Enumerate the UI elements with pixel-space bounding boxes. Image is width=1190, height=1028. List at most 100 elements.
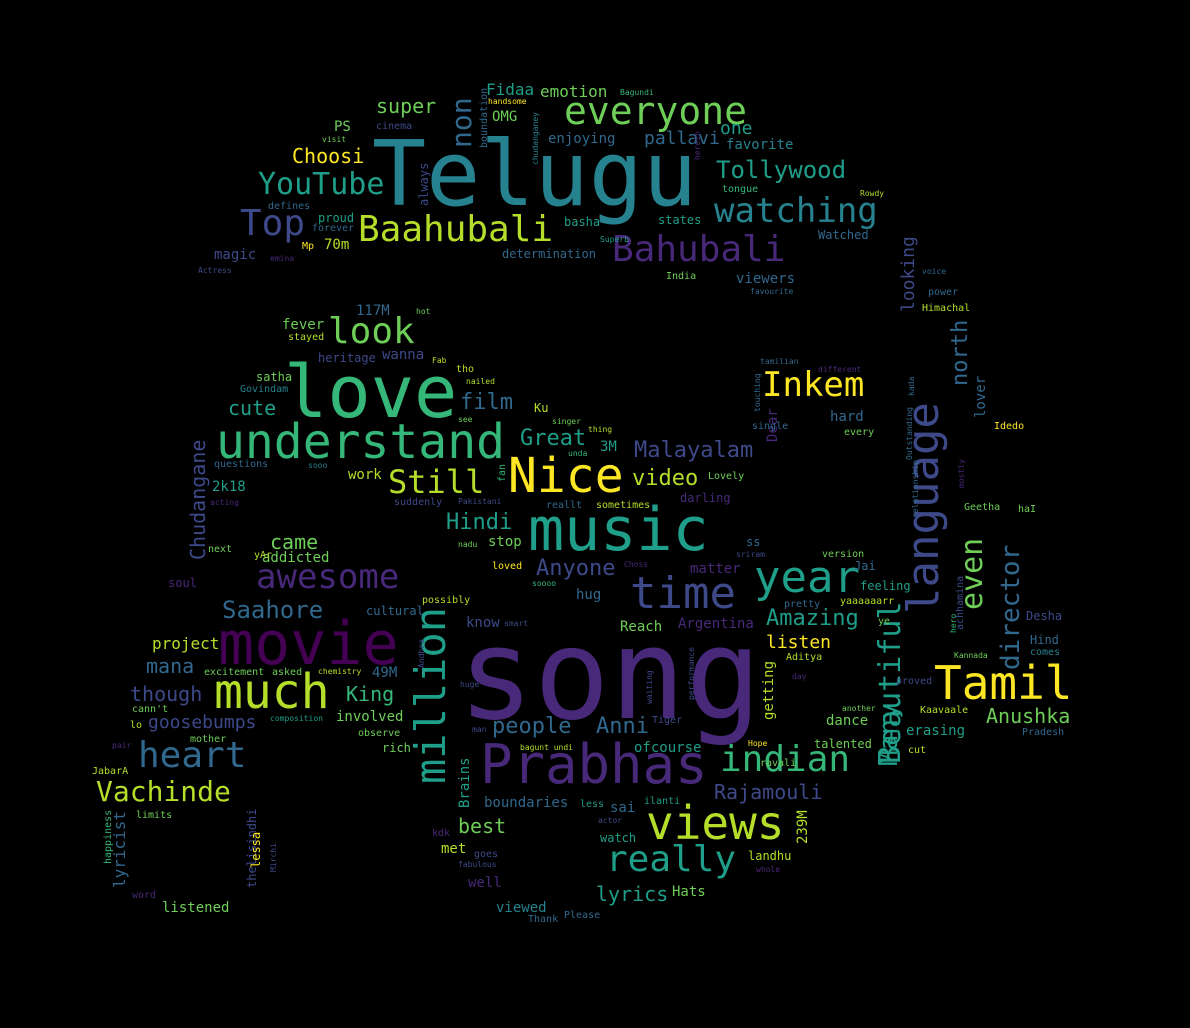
word-bagundi: Bagundi (620, 88, 654, 97)
word-happiness: happiness (103, 809, 114, 864)
word-determination: determination (502, 247, 596, 261)
word-enjoying: enjoying (548, 131, 616, 147)
word-yar: yAr (254, 550, 273, 561)
word-viewers: viewers (736, 271, 796, 287)
word-love: love (284, 350, 458, 434)
word-work: work (348, 467, 382, 483)
word-govindam: Govindam (240, 384, 289, 395)
word-project: project (152, 634, 220, 653)
word-voice: voice (922, 267, 947, 276)
word-wanna: wanna (382, 347, 425, 363)
word-emina: emina (270, 254, 295, 263)
word-ps: PS (334, 119, 351, 135)
word-dance: dance (826, 713, 869, 729)
word-2k18: 2k18 (212, 479, 246, 495)
word-lyricist: lyricist (110, 810, 129, 888)
word-inkem: Inkem (762, 365, 865, 405)
word-much: much (214, 664, 330, 720)
word-performance: performance (687, 647, 696, 700)
word-proud: proud (318, 211, 355, 225)
word-people: people (492, 714, 572, 739)
word-kdk: kdk (432, 828, 451, 839)
word-thank: Thank (528, 914, 559, 925)
word-hug: hug (576, 587, 602, 603)
word-next: next (208, 544, 233, 555)
word-jai: Jai (854, 559, 876, 573)
word-forever: forever (312, 223, 355, 234)
word-fever: fever (282, 317, 325, 333)
word-views: views (646, 796, 785, 850)
word-ye: ye (878, 616, 891, 627)
word-kada: kada (907, 376, 916, 396)
word-super: super (376, 94, 437, 118)
word-youtube: YouTube (258, 167, 385, 202)
word-chudangane: Chudangane (186, 439, 210, 560)
word-tamil: Tamil (934, 656, 1073, 710)
word-desha: Desha (1026, 609, 1063, 623)
word-please: Please (564, 910, 601, 921)
word-every: every (844, 427, 875, 438)
word-lovely: Lovely (708, 471, 745, 482)
word-soul: soul (168, 576, 197, 590)
word-sai: sai (610, 800, 636, 816)
word-bagunt-undi: bagunt undi (520, 743, 573, 752)
word-tiger: Tiger (652, 715, 683, 726)
word-ss: ss (746, 535, 761, 549)
word-bahubali: Bahubali (612, 229, 786, 270)
word-amazing: Amazing (766, 606, 859, 631)
word-hot: hot (416, 307, 431, 316)
word-landhu: landhu (748, 849, 792, 863)
word-erasing: erasing (906, 723, 966, 739)
word-aditya: Aditya (786, 652, 823, 663)
word-tongue: tongue (722, 184, 759, 195)
word-comes: comes (1030, 647, 1061, 658)
word-unda: unda (568, 449, 588, 458)
word-power: power (928, 287, 959, 298)
word-pretty: pretty (784, 599, 821, 610)
word-year: year (754, 552, 860, 603)
word-favourite: favourite (750, 287, 794, 296)
word-suddenly: suddenly (394, 497, 443, 508)
word-sometimes: sometimes (596, 500, 651, 511)
word-kannada: Kannada (954, 651, 988, 660)
word-singer: singer (552, 417, 581, 426)
word-well: well (468, 875, 502, 891)
word-chemistry: chemistry (318, 667, 362, 676)
word-director: director (996, 544, 1026, 670)
word-waiting: waiting (645, 670, 654, 704)
word-sooo: sooo (308, 461, 328, 470)
word-malayalam: Malayalam (634, 438, 754, 463)
word-music: music (528, 495, 709, 565)
word-hindi: Hindi (446, 510, 513, 535)
word-himachal: Himachal (922, 303, 971, 314)
word-choosi: Choosi (292, 144, 365, 168)
word-man: man (472, 725, 487, 734)
word-soooo: soooo (532, 579, 557, 588)
word-different: different (818, 365, 862, 374)
word-omg: OMG (492, 109, 518, 125)
word-listened: listened (162, 900, 230, 916)
word-king: King (346, 682, 395, 706)
word-ofcourse: ofcourse (634, 740, 702, 756)
word-still: Still (388, 463, 485, 501)
word-fabulous: fabulous (458, 860, 497, 869)
word-reallt: reallt (546, 500, 583, 511)
word-defines: defines (268, 201, 311, 212)
word-mp: Mp (302, 241, 315, 252)
word-baahubali: Baahubali (358, 209, 554, 250)
word-heritage: heritage (318, 351, 376, 365)
word-emotion: emotion (540, 82, 608, 101)
word-tho: tho (456, 364, 475, 375)
word-sriram: sriram (736, 550, 765, 559)
word-geetha: Geetha (964, 502, 1001, 513)
word-single: single (752, 421, 789, 432)
word-lover: lover (973, 375, 989, 418)
word-north: north (948, 319, 973, 386)
word-pakistani: Pakistani (458, 497, 502, 506)
word-see: see (458, 415, 473, 424)
word-video: video (632, 466, 699, 491)
word-pradesh: Pradesh (1022, 727, 1065, 738)
word-loved: loved (492, 561, 523, 572)
word-49m: 49M (372, 665, 398, 681)
word-everyone: everyone (564, 89, 748, 133)
